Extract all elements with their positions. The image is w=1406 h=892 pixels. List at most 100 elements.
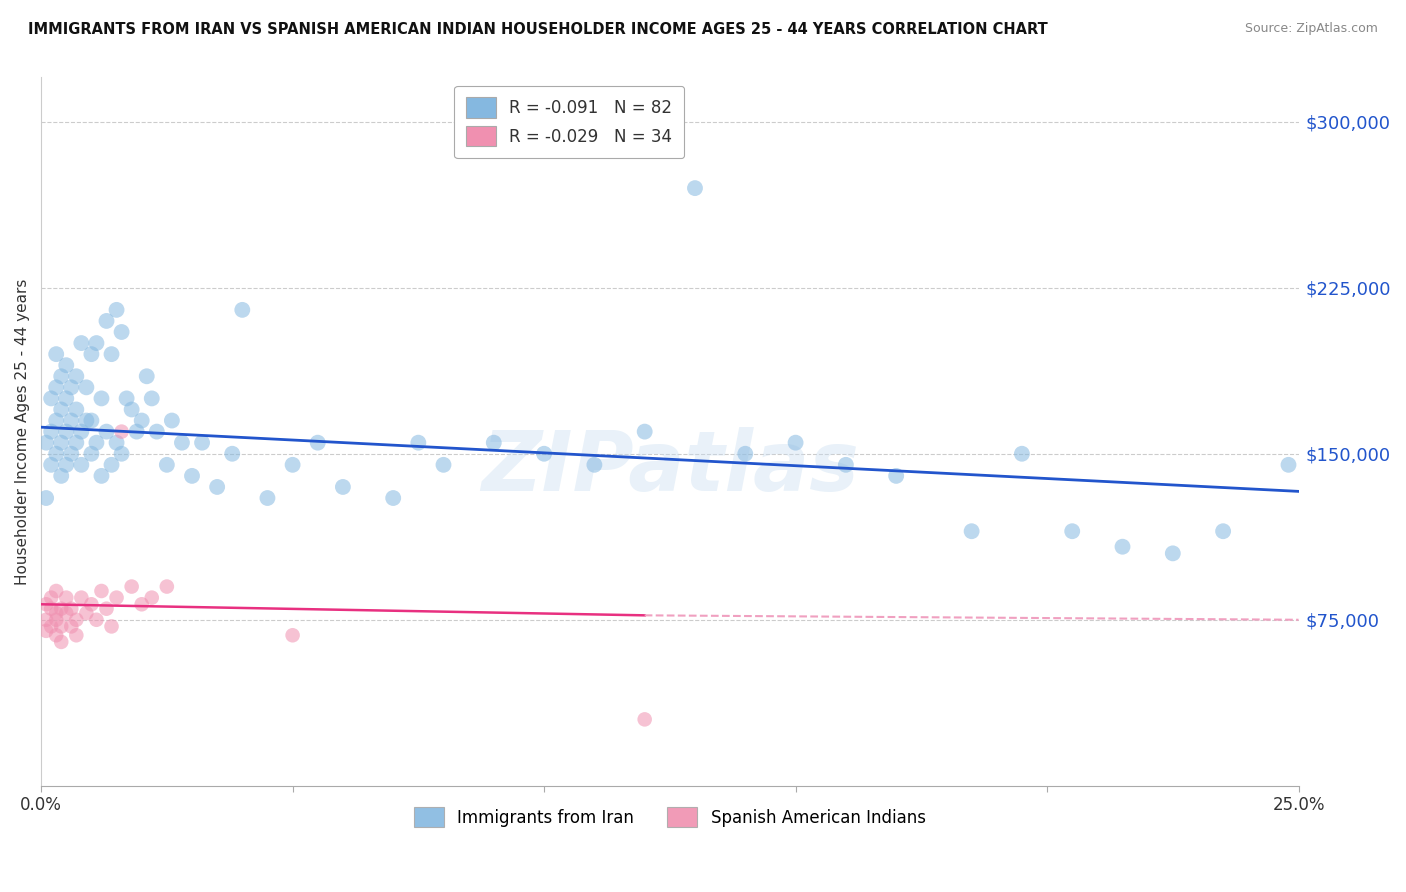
Point xyxy=(160,413,183,427)
Point xyxy=(482,435,505,450)
Point xyxy=(86,435,108,450)
Point xyxy=(51,402,73,417)
Point xyxy=(55,606,77,620)
Point xyxy=(121,402,143,417)
Point xyxy=(70,458,93,472)
Point xyxy=(35,435,58,450)
Point xyxy=(55,392,77,406)
Point xyxy=(1011,447,1033,461)
Point xyxy=(121,580,143,594)
Point xyxy=(533,447,555,461)
Point xyxy=(307,435,329,450)
Point xyxy=(100,619,122,633)
Point xyxy=(51,635,73,649)
Point xyxy=(170,435,193,450)
Point xyxy=(55,591,77,605)
Point xyxy=(39,591,62,605)
Point xyxy=(105,435,128,450)
Point xyxy=(408,435,430,450)
Point xyxy=(35,597,58,611)
Point xyxy=(141,392,163,406)
Point xyxy=(256,491,278,505)
Point xyxy=(90,392,112,406)
Point xyxy=(634,425,657,439)
Point xyxy=(45,413,67,427)
Point xyxy=(51,619,73,633)
Text: Source: ZipAtlas.com: Source: ZipAtlas.com xyxy=(1244,22,1378,36)
Point xyxy=(70,425,93,439)
Point xyxy=(90,469,112,483)
Point xyxy=(96,425,118,439)
Point xyxy=(55,458,77,472)
Point xyxy=(39,425,62,439)
Point xyxy=(281,628,304,642)
Point xyxy=(382,491,405,505)
Y-axis label: Householder Income Ages 25 - 44 years: Householder Income Ages 25 - 44 years xyxy=(15,278,30,585)
Point xyxy=(634,712,657,726)
Point xyxy=(960,524,983,539)
Point xyxy=(221,447,243,461)
Point xyxy=(70,591,93,605)
Point xyxy=(80,413,103,427)
Point xyxy=(80,347,103,361)
Point xyxy=(110,425,132,439)
Point xyxy=(191,435,214,450)
Point xyxy=(45,584,67,599)
Point xyxy=(96,314,118,328)
Point xyxy=(80,597,103,611)
Point xyxy=(65,613,87,627)
Point xyxy=(281,458,304,472)
Point xyxy=(51,469,73,483)
Point xyxy=(110,447,132,461)
Point xyxy=(156,580,179,594)
Point xyxy=(65,402,87,417)
Point xyxy=(60,413,83,427)
Point xyxy=(65,369,87,384)
Point xyxy=(432,458,454,472)
Point xyxy=(45,613,67,627)
Point xyxy=(96,601,118,615)
Point xyxy=(131,413,153,427)
Point xyxy=(1277,458,1299,472)
Point xyxy=(60,380,83,394)
Point xyxy=(100,458,122,472)
Point xyxy=(100,347,122,361)
Point xyxy=(135,369,157,384)
Point xyxy=(45,628,67,642)
Point xyxy=(1212,524,1234,539)
Point xyxy=(60,601,83,615)
Point xyxy=(156,458,179,472)
Point xyxy=(205,480,228,494)
Point xyxy=(115,392,138,406)
Point xyxy=(884,469,907,483)
Point xyxy=(75,380,97,394)
Point xyxy=(583,458,606,472)
Point xyxy=(1111,540,1133,554)
Point xyxy=(105,302,128,317)
Point xyxy=(45,380,67,394)
Point xyxy=(39,601,62,615)
Point xyxy=(70,336,93,351)
Point xyxy=(75,606,97,620)
Point xyxy=(75,413,97,427)
Point xyxy=(734,447,756,461)
Point xyxy=(60,447,83,461)
Point xyxy=(45,606,67,620)
Text: IMMIGRANTS FROM IRAN VS SPANISH AMERICAN INDIAN HOUSEHOLDER INCOME AGES 25 - 44 : IMMIGRANTS FROM IRAN VS SPANISH AMERICAN… xyxy=(28,22,1047,37)
Point xyxy=(65,628,87,642)
Point xyxy=(39,619,62,633)
Point xyxy=(35,491,58,505)
Point xyxy=(785,435,807,450)
Point xyxy=(146,425,169,439)
Point xyxy=(231,302,253,317)
Point xyxy=(45,447,67,461)
Point xyxy=(51,369,73,384)
Point xyxy=(45,347,67,361)
Point xyxy=(80,447,103,461)
Point xyxy=(110,325,132,339)
Point xyxy=(105,591,128,605)
Point xyxy=(86,613,108,627)
Point xyxy=(332,480,354,494)
Point xyxy=(90,584,112,599)
Point xyxy=(60,619,83,633)
